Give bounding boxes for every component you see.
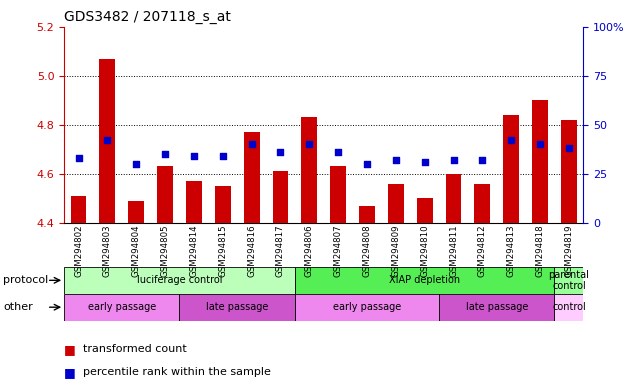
Bar bbox=[179, 294, 295, 321]
Text: ■: ■ bbox=[64, 343, 80, 356]
Text: GSM294802: GSM294802 bbox=[74, 225, 83, 277]
Text: protocol: protocol bbox=[3, 275, 49, 285]
Text: ■: ■ bbox=[64, 366, 80, 379]
Bar bbox=[554, 267, 583, 294]
Bar bbox=[554, 294, 583, 321]
Point bbox=[131, 161, 142, 167]
Point bbox=[188, 153, 199, 159]
Point bbox=[218, 153, 228, 159]
Bar bbox=[244, 132, 260, 223]
Point bbox=[333, 149, 344, 155]
Bar bbox=[439, 294, 554, 321]
Text: early passage: early passage bbox=[88, 302, 156, 312]
Bar bbox=[215, 186, 231, 223]
Point bbox=[304, 141, 315, 147]
Point bbox=[449, 157, 459, 163]
Text: GSM294811: GSM294811 bbox=[449, 225, 458, 277]
Bar bbox=[474, 184, 490, 223]
Point bbox=[362, 161, 372, 167]
Point bbox=[420, 159, 430, 165]
Text: transformed count: transformed count bbox=[83, 344, 187, 354]
Text: GSM294810: GSM294810 bbox=[420, 225, 429, 277]
Text: GSM294804: GSM294804 bbox=[131, 225, 141, 277]
Point bbox=[391, 157, 401, 163]
Bar bbox=[301, 118, 317, 223]
Text: GDS3482 / 207118_s_at: GDS3482 / 207118_s_at bbox=[64, 10, 231, 25]
Bar bbox=[561, 120, 577, 223]
Text: GSM294815: GSM294815 bbox=[218, 225, 228, 277]
Bar bbox=[186, 181, 202, 223]
Text: percentile rank within the sample: percentile rank within the sample bbox=[83, 367, 271, 377]
Point bbox=[103, 137, 113, 144]
Text: GSM294817: GSM294817 bbox=[276, 225, 285, 277]
Text: other: other bbox=[3, 302, 33, 312]
Bar bbox=[532, 100, 548, 223]
Bar bbox=[295, 267, 554, 294]
Text: GSM294805: GSM294805 bbox=[160, 225, 170, 277]
Bar bbox=[295, 294, 439, 321]
Bar bbox=[157, 166, 173, 223]
Point bbox=[506, 137, 517, 144]
Text: GSM294803: GSM294803 bbox=[103, 225, 112, 277]
Bar bbox=[388, 184, 404, 223]
Text: GSM294812: GSM294812 bbox=[478, 225, 487, 277]
Text: GSM294818: GSM294818 bbox=[535, 225, 545, 277]
Text: GSM294806: GSM294806 bbox=[304, 225, 314, 277]
Text: late passage: late passage bbox=[206, 302, 269, 312]
Bar bbox=[128, 201, 144, 223]
Bar bbox=[359, 205, 375, 223]
Bar bbox=[64, 267, 295, 294]
Text: XIAP depletion: XIAP depletion bbox=[389, 275, 460, 285]
Text: early passage: early passage bbox=[333, 302, 401, 312]
Text: GSM294807: GSM294807 bbox=[333, 225, 343, 277]
Point bbox=[74, 155, 83, 161]
Text: late passage: late passage bbox=[465, 302, 528, 312]
Text: luciferage control: luciferage control bbox=[137, 275, 222, 285]
Text: GSM294808: GSM294808 bbox=[362, 225, 372, 277]
Point bbox=[564, 145, 574, 151]
Point bbox=[535, 141, 545, 147]
Bar bbox=[272, 171, 288, 223]
Text: GSM294813: GSM294813 bbox=[506, 225, 516, 277]
Text: GSM294809: GSM294809 bbox=[391, 225, 401, 277]
Point bbox=[477, 157, 487, 163]
Bar bbox=[445, 174, 462, 223]
Point bbox=[276, 149, 286, 155]
Bar bbox=[417, 198, 433, 223]
Bar bbox=[71, 196, 87, 223]
Bar bbox=[64, 294, 179, 321]
Point bbox=[160, 151, 171, 157]
Text: GSM294819: GSM294819 bbox=[564, 225, 574, 277]
Text: GSM294816: GSM294816 bbox=[247, 225, 256, 277]
Bar bbox=[330, 166, 346, 223]
Bar bbox=[503, 115, 519, 223]
Point bbox=[246, 141, 256, 147]
Bar bbox=[99, 59, 115, 223]
Text: control: control bbox=[552, 302, 586, 312]
Text: GSM294814: GSM294814 bbox=[189, 225, 199, 277]
Text: parental
control: parental control bbox=[549, 270, 589, 291]
